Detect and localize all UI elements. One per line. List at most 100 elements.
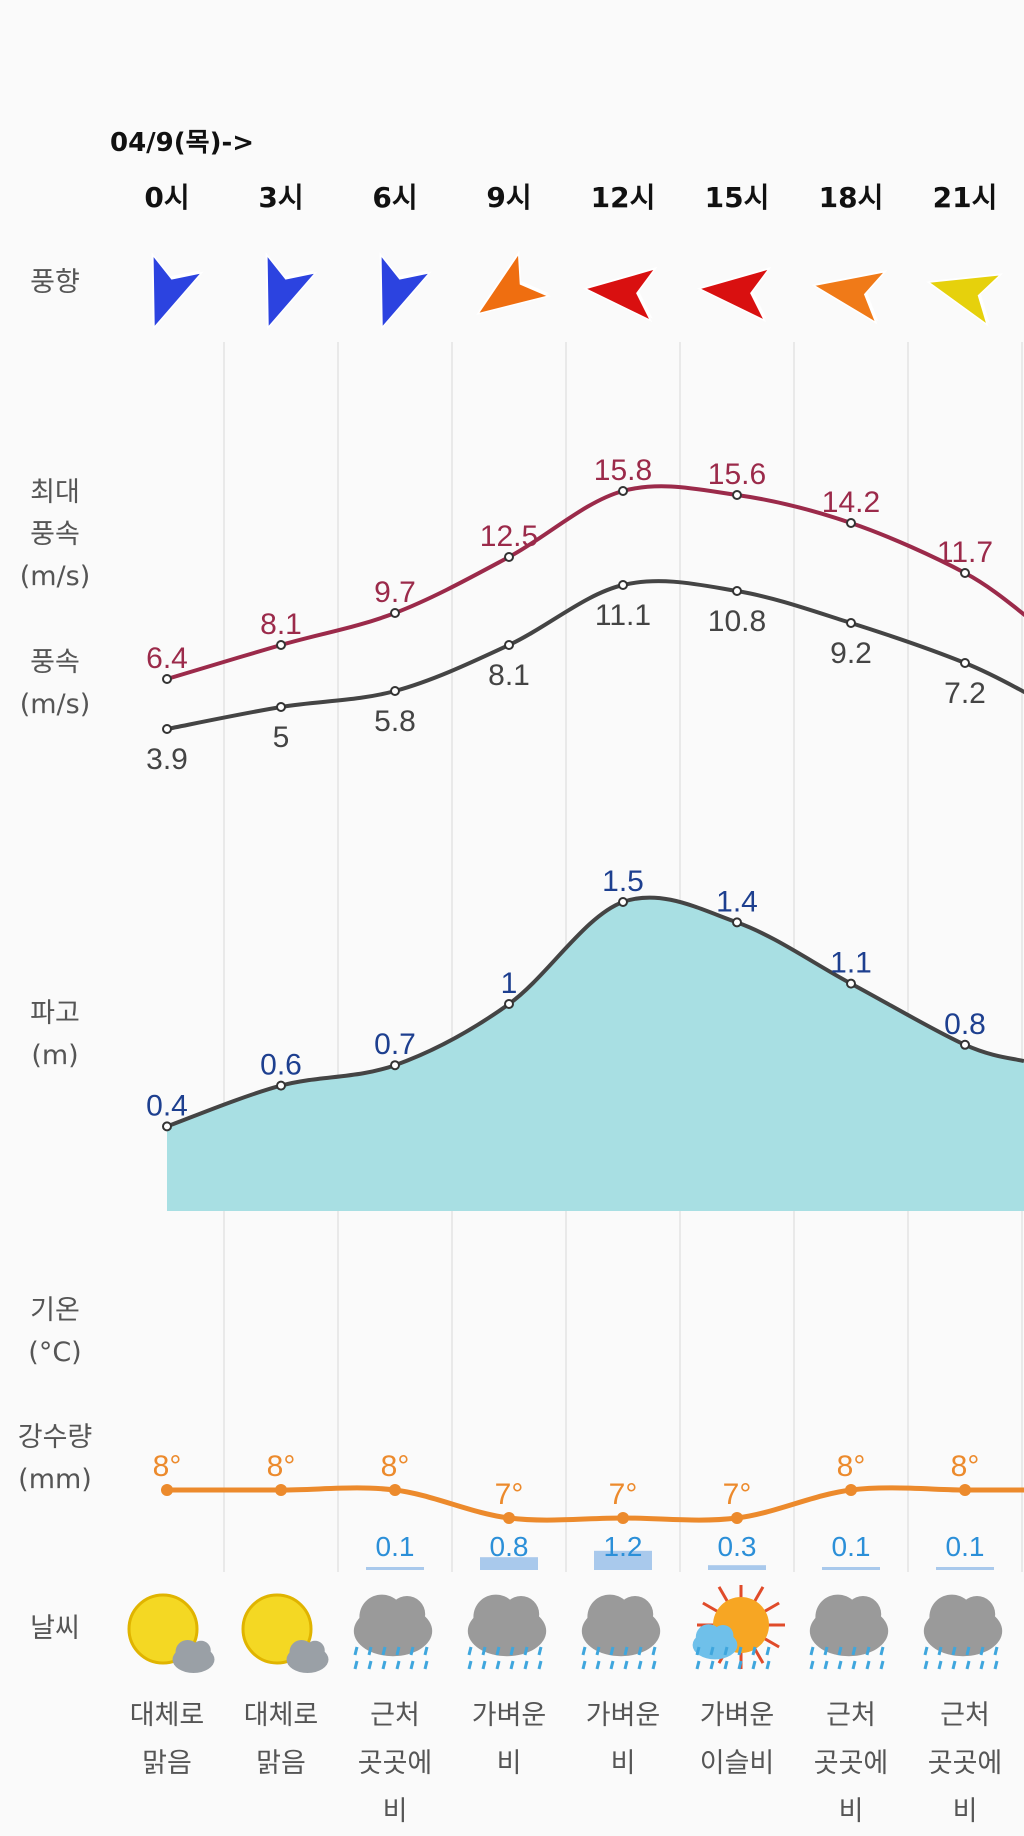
max-wind-point xyxy=(276,640,286,650)
row-label-precipitation: 강수량 (mm) xyxy=(0,1417,110,1501)
precip-label: 0.1 xyxy=(376,1531,415,1562)
label-line: (mm) xyxy=(18,1464,92,1495)
temperature-point xyxy=(503,1512,515,1524)
max-wind-label: 8.1 xyxy=(260,608,302,641)
weather-description-line: 근처 xyxy=(940,1700,990,1731)
hour-label: 6시 xyxy=(372,181,418,214)
rain-cloud-icon xyxy=(917,1585,1013,1681)
label-line: 풍속 xyxy=(30,647,80,678)
max-wind-label: 15.6 xyxy=(708,458,766,491)
wave-line xyxy=(166,895,1024,1129)
wind-point xyxy=(732,586,742,596)
arrow-body xyxy=(380,252,432,330)
weather-description-line: 곳곳에 xyxy=(813,1748,889,1779)
arrow-body xyxy=(152,252,204,330)
temperature-label: 8° xyxy=(837,1450,866,1483)
max-wind-point xyxy=(960,568,970,578)
weather-description-line: 근처 xyxy=(370,1700,420,1731)
row-label-wind-speed: 풍속 (m/s) xyxy=(0,642,110,726)
temperature-point xyxy=(617,1512,629,1524)
wind-label: 11.1 xyxy=(595,599,651,632)
wind-line xyxy=(166,579,1024,731)
weather-description-line: 곳곳에 xyxy=(927,1748,1003,1779)
hour-label: 3시 xyxy=(258,181,304,214)
temperature-label: 8° xyxy=(951,1450,980,1483)
weather-description-line: 비 xyxy=(382,1796,408,1827)
label-line: (°C) xyxy=(28,1337,82,1368)
wave-point xyxy=(504,999,514,1009)
weather-description-line: 비 xyxy=(496,1748,522,1779)
max-wind-point xyxy=(390,608,400,618)
sun-drizzle-icon xyxy=(689,1581,785,1681)
label-line: 파고 xyxy=(30,998,80,1029)
weather-description-line: 비 xyxy=(610,1748,636,1779)
arrow-body xyxy=(811,270,888,325)
temperature-point xyxy=(959,1484,971,1496)
hour-label: 0시 xyxy=(144,181,190,214)
wave-point xyxy=(960,1039,970,1050)
weather-description-line: 맑음 xyxy=(256,1748,306,1779)
temperature-label: 7° xyxy=(609,1478,638,1511)
wind-point xyxy=(162,724,172,734)
sun-cloud-icon xyxy=(233,1585,329,1681)
temperature-label: 8° xyxy=(381,1450,410,1483)
max-wind-line xyxy=(166,484,1024,681)
label-line: 풍속 xyxy=(30,519,80,550)
weather-description-line: 대체로 xyxy=(129,1700,205,1731)
wind-direction-arrow-icon xyxy=(151,252,204,330)
rain-cloud-icon xyxy=(575,1585,671,1681)
weather-description: 대체로 맑음 xyxy=(225,1692,337,1788)
wind-label: 8.1 xyxy=(488,659,530,692)
max-wind-point xyxy=(732,490,742,500)
wave-point xyxy=(390,1060,400,1071)
wind-point xyxy=(276,702,286,712)
label-line: (m/s) xyxy=(19,561,91,592)
wind-direction-arrow-icon xyxy=(811,269,888,325)
weather-description-line: 가벼운 xyxy=(699,1700,775,1731)
wind-label: 7.2 xyxy=(944,677,986,710)
max-wind-label: 14.2 xyxy=(822,486,880,519)
temperature-point xyxy=(731,1512,743,1524)
rain-cloud-icon xyxy=(803,1585,899,1681)
wind-direction-arrow-icon xyxy=(265,252,318,330)
precip-label: 0.1 xyxy=(946,1531,985,1562)
weather-description-line: 가벼운 xyxy=(585,1700,661,1731)
weather-description: 근처 곳곳에 비 xyxy=(795,1692,907,1836)
arrow-body xyxy=(697,267,772,323)
precip-label: 0.3 xyxy=(718,1531,757,1562)
wind-point xyxy=(960,658,970,668)
wind-label: 10.8 xyxy=(708,605,766,638)
temperature-label: 8° xyxy=(267,1450,296,1483)
hour-label: 18시 xyxy=(818,181,884,214)
wave-label: 1 xyxy=(501,967,518,1000)
date-label: 04/9(목)-> xyxy=(110,128,255,158)
row-label-max-wind-speed: 최대 풍속 (m/s) xyxy=(0,472,110,598)
wind-label: 3.9 xyxy=(146,743,188,776)
wind-direction-arrow-icon xyxy=(697,266,772,323)
max-wind-point xyxy=(846,518,856,528)
wave-label: 1.5 xyxy=(602,865,644,898)
row-label-wave-height: 파고 (m) xyxy=(0,993,110,1077)
weather-description-line: 가벼운 xyxy=(471,1700,547,1731)
wave-label: 0.6 xyxy=(260,1049,302,1082)
max-wind-point xyxy=(162,674,172,684)
temperature-label: 7° xyxy=(723,1478,752,1511)
max-wind-label: 9.7 xyxy=(374,576,416,609)
wave-label: 1.4 xyxy=(716,885,758,918)
arrow-body xyxy=(583,267,658,323)
temperature-point xyxy=(389,1484,401,1496)
arrow-body xyxy=(266,252,318,330)
wave-label: 1.1 xyxy=(830,947,872,980)
wind-direction-arrow-icon xyxy=(926,273,1004,327)
max-wind-label: 6.4 xyxy=(146,642,188,675)
arrow-body xyxy=(926,273,1003,327)
hour-label: 12시 xyxy=(590,181,656,214)
wave-area xyxy=(167,897,1024,1211)
wind-point xyxy=(846,618,856,628)
wind-direction-arrow-icon xyxy=(583,266,658,323)
max-wind-point xyxy=(504,552,514,562)
wave-label: 0.8 xyxy=(944,1008,986,1041)
wave-point xyxy=(162,1121,172,1132)
